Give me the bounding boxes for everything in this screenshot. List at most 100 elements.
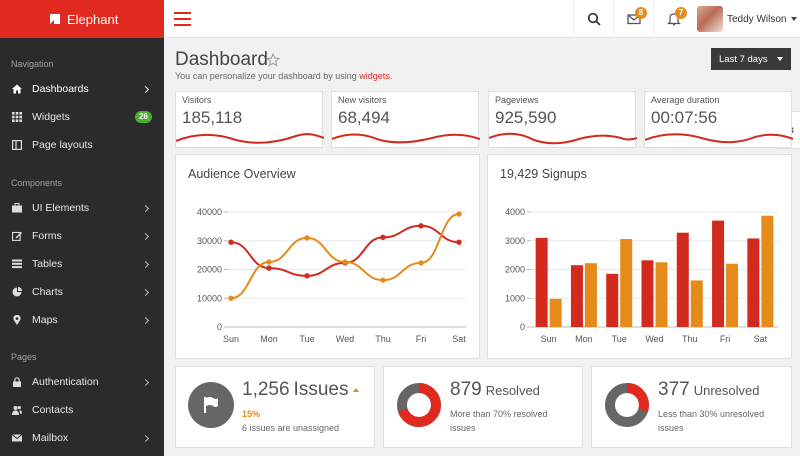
sidebar-item-label: Forms: [32, 230, 62, 242]
y-tick-label: 10000: [197, 293, 222, 303]
stat-label: New visitors: [338, 95, 387, 105]
widgets-count-badge: 26: [135, 111, 152, 123]
x-tick-label: Sun: [541, 334, 557, 344]
stat-value: 185,118: [182, 108, 243, 127]
x-tick-label: Sat: [452, 334, 466, 344]
issues-number: 1,256: [242, 379, 290, 400]
chevron-right-icon: [141, 85, 150, 93]
search-button[interactable]: [573, 0, 613, 38]
donut-segment: [605, 383, 649, 427]
y-tick-label: 1000: [505, 293, 525, 303]
arrow-up-icon: [353, 387, 360, 392]
map-marker-icon: [12, 315, 22, 325]
menu-toggle-icon[interactable]: [174, 12, 191, 26]
page-subtitle: You can personalize your dashboard by us…: [175, 71, 392, 81]
stat-card-pageviews: Pageviews 925,590: [488, 91, 637, 148]
issues-word: Issues: [293, 379, 349, 400]
sidebar-item-page-layouts[interactable]: Page layouts: [0, 132, 164, 158]
user-menu[interactable]: Teddy Wilson: [695, 0, 800, 38]
series-line-0: [230, 224, 460, 277]
y-tick-label: 3000: [505, 236, 525, 246]
unresolved-donut-chart: [605, 383, 649, 427]
x-tick-label: Tue: [612, 334, 627, 344]
x-tick-label: Sat: [754, 334, 768, 344]
sidebar-item-label: Authentication: [32, 376, 99, 388]
brand-name: Elephant: [67, 11, 119, 27]
star-icon[interactable]: [266, 53, 280, 67]
panel-title: 19,429 Signups: [500, 167, 587, 181]
issues-percent: 15%: [242, 409, 261, 419]
data-point: [228, 239, 234, 245]
briefcase-icon: [12, 203, 22, 213]
subtitle-suffix: .: [389, 71, 393, 81]
x-tick-label: Fri: [720, 334, 731, 344]
notifications-button[interactable]: 7: [653, 0, 693, 38]
unresolved-note: Less than 30% unresolved issues: [658, 409, 765, 433]
unresolved-number: 377: [658, 379, 690, 400]
sidebar-item-label: Widgets: [32, 111, 70, 123]
y-tick-label: 0: [217, 322, 222, 332]
y-tick-label: 20000: [197, 265, 222, 275]
stat-value: 68,494: [338, 108, 390, 127]
chevron-right-icon: [141, 378, 150, 386]
sidebar-section-navigation: Navigation: [11, 59, 54, 69]
x-tick-label: Fri: [416, 334, 427, 344]
x-tick-label: Wed: [336, 334, 354, 344]
stat-card-average-duration: Average duration 00:07:56: [644, 91, 793, 148]
mail-count-badge: 8: [635, 7, 647, 19]
sidebar-item-charts[interactable]: Charts: [0, 279, 164, 305]
sidebar-item-ui-elements[interactable]: UI Elements: [0, 195, 164, 221]
chevron-right-icon: [141, 434, 150, 442]
notification-count-badge: 7: [675, 7, 687, 19]
users-icon: [12, 405, 22, 415]
x-tick-label: Thu: [375, 334, 391, 344]
x-tick-label: Mon: [575, 334, 593, 344]
issues-card: 1,256 Issues 15% 6 issues are unassigned: [175, 366, 375, 448]
bar: [726, 263, 739, 327]
brand[interactable]: Elephant: [0, 0, 164, 38]
sidebar-item-tables[interactable]: Tables: [0, 251, 164, 277]
lock-icon: [12, 377, 22, 387]
bar: [655, 262, 668, 327]
sidebar-item-label: Mailbox: [32, 432, 69, 444]
sidebar-item-dashboards[interactable]: Dashboards: [0, 76, 164, 102]
y-tick-label: 0: [520, 322, 525, 332]
x-tick-label: Sun: [223, 334, 239, 344]
sidebar-item-label: Page layouts: [32, 139, 93, 151]
data-point: [418, 223, 424, 229]
signups-bar-chart: 0 1000 2000 3000 4000 Sun Mon Tue Wed Thu Fri Sat: [505, 207, 778, 344]
chevron-down-icon: [776, 57, 783, 61]
sidebar-item-label: Dashboards: [32, 83, 89, 95]
resolved-word: Resolved: [485, 383, 540, 398]
sparkline: [489, 132, 637, 145]
y-tick-label: 4000: [505, 207, 525, 217]
sidebar-item-forms[interactable]: Forms: [0, 223, 164, 249]
bar: [606, 273, 619, 327]
bar: [712, 220, 725, 327]
data-point: [228, 295, 234, 301]
sidebar-item-authentication[interactable]: Authentication: [0, 369, 164, 395]
unresolved-count: 377 Unresolved: [658, 379, 759, 401]
sidebar-section-components: Components: [11, 178, 63, 188]
date-range-dropdown[interactable]: Last 7 days: [711, 48, 791, 70]
data-point: [266, 259, 272, 265]
layout-icon: [12, 140, 22, 150]
avatar: [697, 6, 723, 32]
mail-button[interactable]: 8: [613, 0, 653, 38]
bar: [535, 237, 548, 327]
data-point: [418, 260, 424, 266]
resolved-donut-chart: [397, 383, 441, 427]
issues-count: 1,256 Issues: [242, 379, 360, 401]
sidebar-item-label: Charts: [32, 286, 63, 298]
sidebar-item-contacts[interactable]: Contacts: [0, 397, 164, 423]
data-point: [342, 259, 348, 265]
sidebar-item-mailbox[interactable]: Mailbox: [0, 425, 164, 451]
sidebar-item-widgets[interactable]: Widgets 26: [0, 104, 164, 130]
stat-label: Pageviews: [495, 95, 539, 105]
data-point: [304, 273, 310, 279]
sidebar-item-maps[interactable]: Maps: [0, 307, 164, 333]
widgets-link[interactable]: widgets: [359, 71, 390, 81]
user-name: Teddy Wilson: [727, 13, 787, 25]
resolved-number: 879: [450, 379, 482, 400]
sidebar-item-label: UI Elements: [32, 202, 90, 214]
